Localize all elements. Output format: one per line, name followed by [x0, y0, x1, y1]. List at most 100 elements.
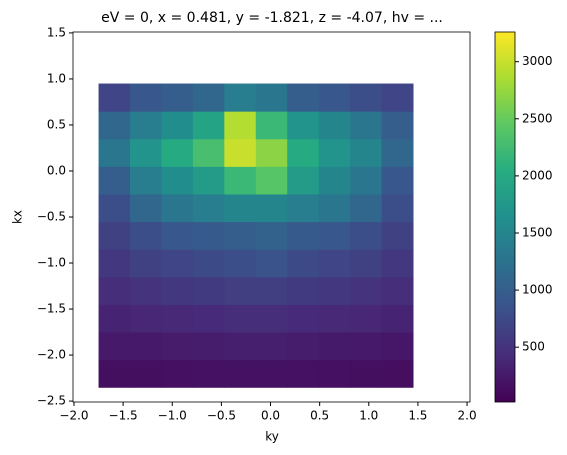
heat-cell	[161, 221, 194, 250]
y-tick-label: −0.5	[37, 210, 66, 224]
heat-cell	[98, 332, 131, 361]
heat-cell	[381, 304, 414, 333]
heat-cell	[287, 332, 320, 361]
heat-cell	[224, 359, 257, 388]
colorbar-tick-label: 2500	[522, 111, 553, 125]
heat-cell	[255, 111, 288, 140]
heat-cell	[161, 276, 194, 305]
heat-cell	[192, 83, 225, 112]
y-tick-label: 1.0	[47, 71, 66, 85]
heat-cell	[224, 138, 257, 167]
heat-cell	[287, 359, 320, 388]
heat-cell	[255, 276, 288, 305]
colorbar-tick-label: 1500	[522, 225, 553, 239]
heat-cell	[224, 304, 257, 333]
heat-cell	[287, 83, 320, 112]
x-tick-label: −2.0	[59, 409, 88, 423]
x-tick-label: 2.0	[458, 409, 477, 423]
x-tick-label: −0.5	[207, 409, 236, 423]
heat-cell	[255, 193, 288, 223]
heat-cell	[224, 221, 257, 250]
heat-cell	[192, 111, 225, 140]
colorbar-tick-label: 2000	[522, 168, 553, 182]
heat-cell	[192, 249, 225, 278]
y-tick-label: −2.5	[37, 394, 66, 408]
heat-cell	[287, 304, 320, 333]
y-axis-label: kx	[11, 210, 25, 224]
x-tick-label: 1.0	[359, 409, 378, 423]
heat-cell	[98, 276, 131, 305]
heat-cell	[129, 276, 162, 305]
heat-cell	[381, 276, 414, 305]
heat-cell	[381, 138, 414, 167]
heat-cell	[381, 221, 414, 250]
heat-cell	[224, 332, 257, 361]
heat-cell	[350, 83, 383, 112]
heat-cell	[318, 249, 351, 278]
heat-cell	[161, 249, 194, 278]
heat-cell	[161, 193, 194, 223]
heat-cell	[350, 359, 383, 388]
colorbar-tick-label: 3000	[522, 54, 553, 68]
heat-cell	[318, 138, 351, 167]
heat-cell	[318, 276, 351, 305]
heat-cell	[318, 221, 351, 250]
heat-cell	[224, 166, 257, 195]
heat-cell	[224, 111, 257, 140]
heat-cell	[350, 276, 383, 305]
chart-title: eV = 0, x = 0.481, y = -1.821, z = -4.07…	[101, 10, 443, 26]
heat-cell	[255, 166, 288, 195]
y-tick-label: 0.5	[47, 117, 66, 131]
heat-cell	[98, 221, 131, 250]
heat-cell	[350, 193, 383, 223]
colorbar	[494, 31, 516, 403]
heat-cell	[224, 276, 257, 305]
heat-cell	[255, 359, 288, 388]
heat-cell	[350, 166, 383, 195]
heat-cell	[350, 249, 383, 278]
x-tick-label: −1.0	[158, 409, 187, 423]
y-tick-label: −1.5	[37, 302, 66, 316]
heat-cell	[161, 83, 194, 112]
heat-cell	[98, 359, 131, 388]
heat-cell	[161, 332, 194, 361]
heat-cell	[129, 359, 162, 388]
heat-cell	[350, 304, 383, 333]
heat-cell	[224, 193, 257, 223]
heat-cell	[98, 138, 131, 167]
heat-cell	[318, 83, 351, 112]
x-tick-label: −1.5	[109, 409, 138, 423]
heat-cell	[255, 83, 288, 112]
heat-cell	[287, 111, 320, 140]
heat-cell	[287, 221, 320, 250]
x-tick-label: 1.5	[408, 409, 427, 423]
heat-cell	[224, 83, 257, 112]
heat-cell	[192, 359, 225, 388]
heat-cell	[129, 111, 162, 140]
heat-cell	[224, 249, 257, 278]
heat-cell	[192, 221, 225, 250]
heat-cell	[98, 249, 131, 278]
y-tick-label: −1.0	[37, 256, 66, 270]
heat-cell	[318, 359, 351, 388]
heat-cell	[287, 249, 320, 278]
heat-cell	[381, 359, 414, 388]
heat-cell	[350, 221, 383, 250]
heat-cell	[129, 83, 162, 112]
y-tick-label: 0.0	[47, 163, 66, 177]
heat-cell	[129, 332, 162, 361]
heat-cell	[161, 359, 194, 388]
heat-cell	[129, 193, 162, 223]
heat-cell	[192, 276, 225, 305]
heat-cell	[129, 166, 162, 195]
heat-cell	[129, 304, 162, 333]
colorbar-tick-label: 500	[522, 340, 545, 354]
x-tick-label: 0.5	[310, 409, 329, 423]
heat-cell	[255, 221, 288, 250]
heat-cell	[381, 249, 414, 278]
heat-cell	[192, 332, 225, 361]
heat-cell	[161, 138, 194, 167]
heat-cell	[381, 166, 414, 195]
x-tick-label: 0.0	[261, 409, 280, 423]
